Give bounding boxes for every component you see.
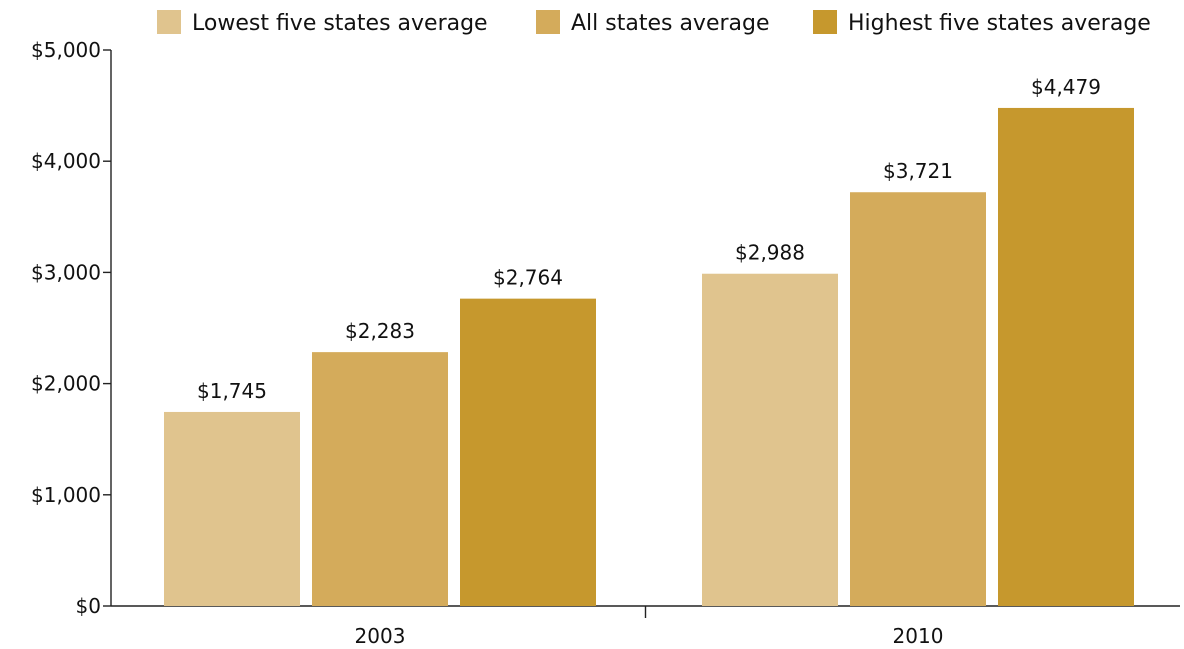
y-tick-label: $0 xyxy=(76,594,101,618)
x-tick-label: 2003 xyxy=(355,624,406,648)
bar-2003-series-2 xyxy=(312,352,448,606)
legend-swatch-1 xyxy=(157,10,181,34)
bar-2010-series-2 xyxy=(850,192,986,606)
data-label: $2,764 xyxy=(493,266,563,290)
data-label: $2,283 xyxy=(345,319,415,343)
y-tick-label: $5,000 xyxy=(31,38,101,62)
y-tick-label: $4,000 xyxy=(31,149,101,173)
bar-2003-series-1 xyxy=(164,411,300,606)
y-tick-label: $2,000 xyxy=(31,372,101,396)
data-labels: $1,745 $2,283 $2,764 $2,988 $3,721 $4,479 xyxy=(197,75,1101,403)
legend-label-1: Lowest five states average xyxy=(192,11,488,36)
data-label: $4,479 xyxy=(1031,75,1101,99)
data-label: $1,745 xyxy=(197,379,267,403)
x-tick-label: 2010 xyxy=(893,624,944,648)
x-axis: 2003 2010 xyxy=(111,605,1180,648)
bars xyxy=(164,107,1134,606)
y-tick-label: $1,000 xyxy=(31,483,101,507)
legend-label-3: Highest five states average xyxy=(848,11,1151,36)
data-label: $2,988 xyxy=(735,241,805,265)
legend-swatch-2 xyxy=(536,10,560,34)
y-axis: $0 $1,000 $2,000 $3,000 $4,000 $5,000 xyxy=(31,38,112,618)
bar-2010-series-1 xyxy=(702,273,838,606)
legend-label-2: All states average xyxy=(571,11,770,36)
legend: Lowest five states average All states ave… xyxy=(157,10,1151,36)
bar-2003-series-3 xyxy=(460,298,596,606)
data-label: $3,721 xyxy=(883,159,953,183)
y-tick-label: $3,000 xyxy=(31,260,101,284)
legend-swatch-3 xyxy=(813,10,837,34)
bar-2010-series-3 xyxy=(998,107,1134,606)
